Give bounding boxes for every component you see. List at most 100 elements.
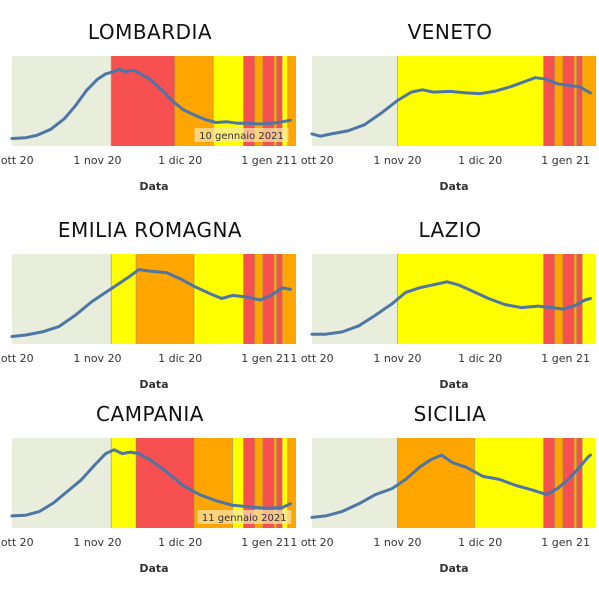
x-tick-label: 1 gen 21 (241, 352, 290, 365)
zone-band-orange (273, 56, 277, 146)
x-tick-label: 1 gen 21 (241, 154, 290, 167)
zone-band-white (312, 56, 398, 146)
zone-band-red (543, 56, 555, 146)
zone-band-yellow (282, 438, 288, 528)
x-tick-label: 1 ott 20 (290, 352, 333, 365)
chart-panel-campania: CAMPANIA 11 gennaio 2021 1 ott 20 1 nov 20… (0, 382, 300, 575)
zone-band-orange (573, 254, 577, 344)
series-line (10, 268, 292, 338)
chart-panel-sicilia: SICILIA 1 ott 20 1 nov 20 1 dic 20 1 gen 21… (290, 382, 599, 575)
chart-title: EMILIA ROMAGNA (57, 218, 243, 242)
series-line (310, 280, 592, 336)
zone-band-yellow (282, 56, 288, 146)
zone-band-red (262, 438, 274, 528)
zone-band-white (12, 56, 112, 146)
zone-band-red (243, 438, 255, 528)
x-tick-label: 1 ott 20 (290, 536, 333, 549)
x-tick-label: 1 dic 20 (458, 154, 502, 167)
zone-band-orange (282, 254, 296, 344)
x-axis-label: Data (439, 180, 468, 193)
zone-band-yellow (397, 254, 544, 344)
x-tick-label: 1 gen 21 (541, 536, 590, 549)
zone-band-red (262, 56, 274, 146)
zone-band-red (562, 438, 574, 528)
zone-band-orange (582, 56, 596, 146)
zone-band-red (562, 56, 574, 146)
zone-band-orange (573, 438, 577, 528)
zone-band-red (576, 254, 583, 344)
chart-panel-lazio: LAZIO 1 ott 20 1 nov 20 1 dic 20 1 gen 21 Da… (290, 198, 599, 391)
chart-plot-emilia-romagna: 1 ott 20 1 nov 20 1 dic 20 1 gen 21 Data (0, 254, 296, 391)
chart-panel-veneto: VENETO 1 ott 20 1 nov 20 1 dic 20 1 gen 21 D… (290, 0, 599, 193)
x-tick-label: 1 nov 20 (373, 536, 421, 549)
zone-band-orange (554, 56, 563, 146)
x-axis-label: Data (439, 562, 468, 575)
chart-panel-lombardia: LOMBARDIA 10 gennaio 2021 1 ott 20 1 nov 2… (0, 0, 300, 193)
chart-title: SICILIA (413, 402, 487, 426)
annotation-label: 10 gennaio 2021 (199, 131, 284, 142)
zone-band-red (136, 438, 194, 528)
x-tick-label: 1 dic 20 (458, 536, 502, 549)
zone-band-orange (273, 438, 277, 528)
x-axis-label: Data (139, 378, 168, 391)
annotation-label: 11 gennaio 2021 (202, 513, 287, 524)
zone-band-orange (554, 438, 563, 528)
zone-band-red (576, 56, 583, 146)
zone-band-yellow (232, 438, 244, 528)
zone-band-white (312, 438, 398, 528)
x-tick-label: 1 nov 20 (373, 352, 421, 365)
x-tick-label: 1 nov 20 (373, 154, 421, 167)
zone-band-orange (273, 254, 277, 344)
chart-plot-lazio: 1 ott 20 1 nov 20 1 dic 20 1 gen 21 Data (290, 254, 596, 391)
chart-panel-emilia-romagna: EMILIA ROMAGNA 1 ott 201 nov 201 dic 201… (0, 198, 300, 391)
x-tick-label: 1 dic 20 (158, 536, 202, 549)
chart-title: LAZIO (418, 218, 482, 242)
x-tick-label: 1 gen 21 (241, 536, 290, 549)
zone-band-yellow (582, 438, 596, 528)
zone-band-red (576, 438, 583, 528)
zone-band-orange (254, 438, 263, 528)
x-tick-label: 1 nov 20 (73, 154, 121, 167)
zone-band-red (276, 56, 283, 146)
x-axis-label: Data (139, 562, 168, 575)
x-tick-label: 1 ott 20 (0, 352, 34, 365)
zone-band-red (276, 254, 283, 344)
zone-band-red (543, 438, 555, 528)
chart-plot-veneto: 1 ott 20 1 nov 20 1 dic 20 1 gen 21 Data (290, 56, 596, 193)
zone-band-orange (287, 56, 296, 146)
zone-band-yellow (193, 254, 244, 344)
series-line (10, 67, 292, 140)
series-line (310, 76, 592, 138)
x-tick-label: 1 nov 20 (73, 536, 121, 549)
x-tick-label: 1 dic 20 (158, 352, 202, 365)
x-tick-label: 1 gen 21 (541, 352, 590, 365)
series-line (310, 453, 592, 519)
x-tick-label: 1 gen 21 (541, 154, 590, 167)
zone-band-orange (573, 56, 577, 146)
annotation-box (194, 128, 289, 142)
zone-band-red (262, 254, 274, 344)
zone-band-yellow (111, 254, 137, 344)
chart-title: CAMPANIA (96, 402, 204, 426)
chart-title: LOMBARDIA (87, 20, 213, 44)
x-tick-label: 1 dic 20 (158, 154, 202, 167)
x-tick-label: 1 ott 20 (0, 154, 34, 167)
chart-plot-campania: 11 gennaio 2021 1 ott 20 1 nov 20 1 dic 20 1… (0, 438, 296, 575)
chart-plot-lombardia: 10 gennaio 2021 1 ott 20 1 nov 20 1 dic 20 1… (0, 56, 296, 193)
x-axis-label: Data (439, 378, 468, 391)
x-tick-label: 1 ott 20 (290, 154, 333, 167)
series-line (10, 448, 292, 518)
zone-band-orange (136, 254, 194, 344)
x-tick-label: 1 dic 20 (458, 352, 502, 365)
x-axis-label: Data (139, 180, 168, 193)
chart-plot-sicilia: 1 ott 20 1 nov 20 1 dic 20 1 gen 21 Data (290, 438, 596, 575)
zone-band-orange (254, 56, 263, 146)
zone-band-red (562, 254, 574, 344)
zone-band-white (312, 254, 398, 344)
zone-band-orange (397, 438, 475, 528)
annotation-box (197, 510, 292, 524)
zone-band-red (543, 254, 555, 344)
zone-band-red (243, 56, 255, 146)
zone-band-red (276, 438, 283, 528)
x-tick-label: 1 nov 20 (73, 352, 121, 365)
